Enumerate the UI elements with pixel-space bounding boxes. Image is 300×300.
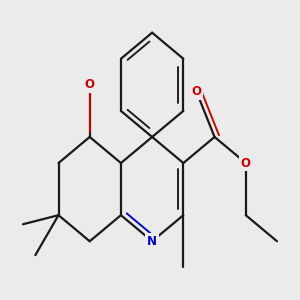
Text: N: N bbox=[147, 235, 157, 248]
Text: O: O bbox=[241, 157, 251, 169]
Text: O: O bbox=[191, 85, 202, 98]
Text: O: O bbox=[85, 78, 95, 91]
